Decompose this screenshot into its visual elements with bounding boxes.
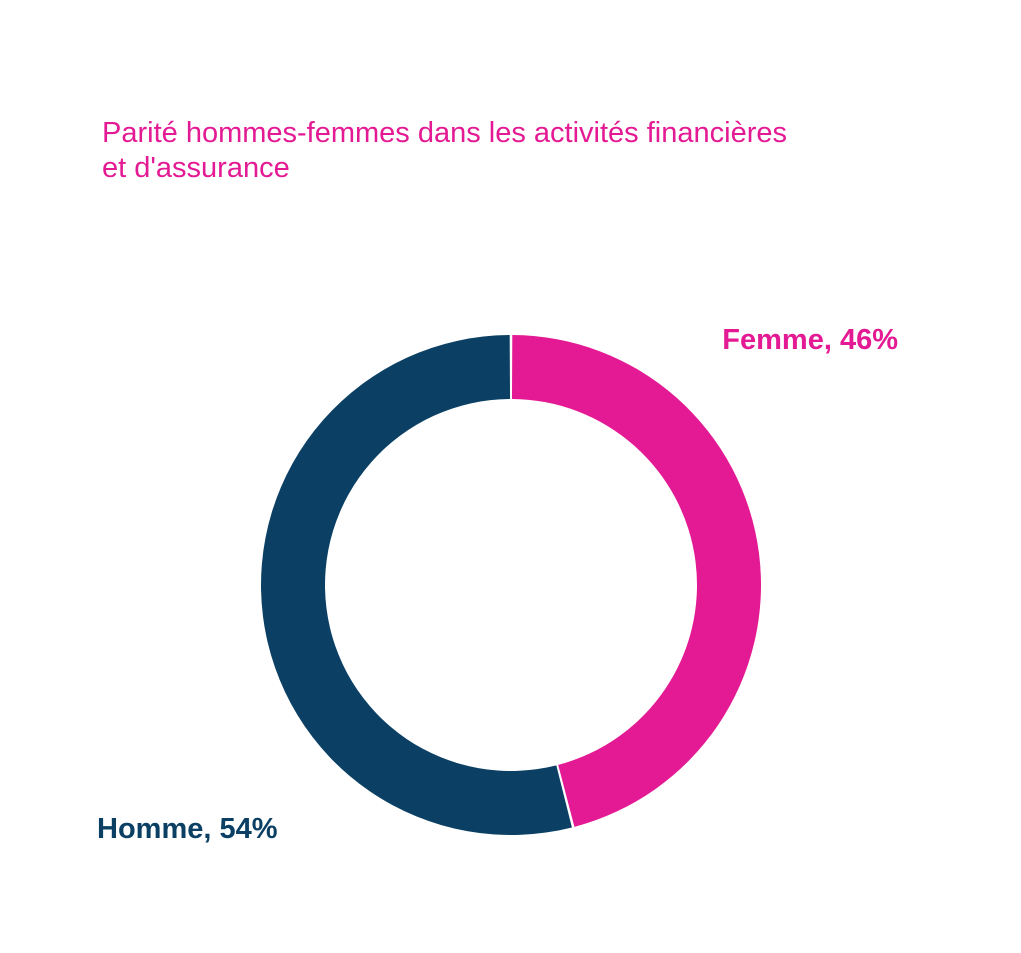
- slice-label-homme: Homme, 54%: [97, 813, 278, 845]
- chart-title-line-1: Parité hommes-femmes dans les activités …: [102, 117, 787, 149]
- slice-label-femme: Femme, 46%: [722, 324, 898, 356]
- donut-slices: [261, 335, 762, 835]
- donut-slice-femme: [511, 335, 762, 827]
- chart-title-line-2: et d'assurance: [102, 152, 290, 184]
- chart-title: Parité hommes-femmes dans les activités …: [102, 116, 922, 186]
- donut-slice-homme: [261, 335, 572, 835]
